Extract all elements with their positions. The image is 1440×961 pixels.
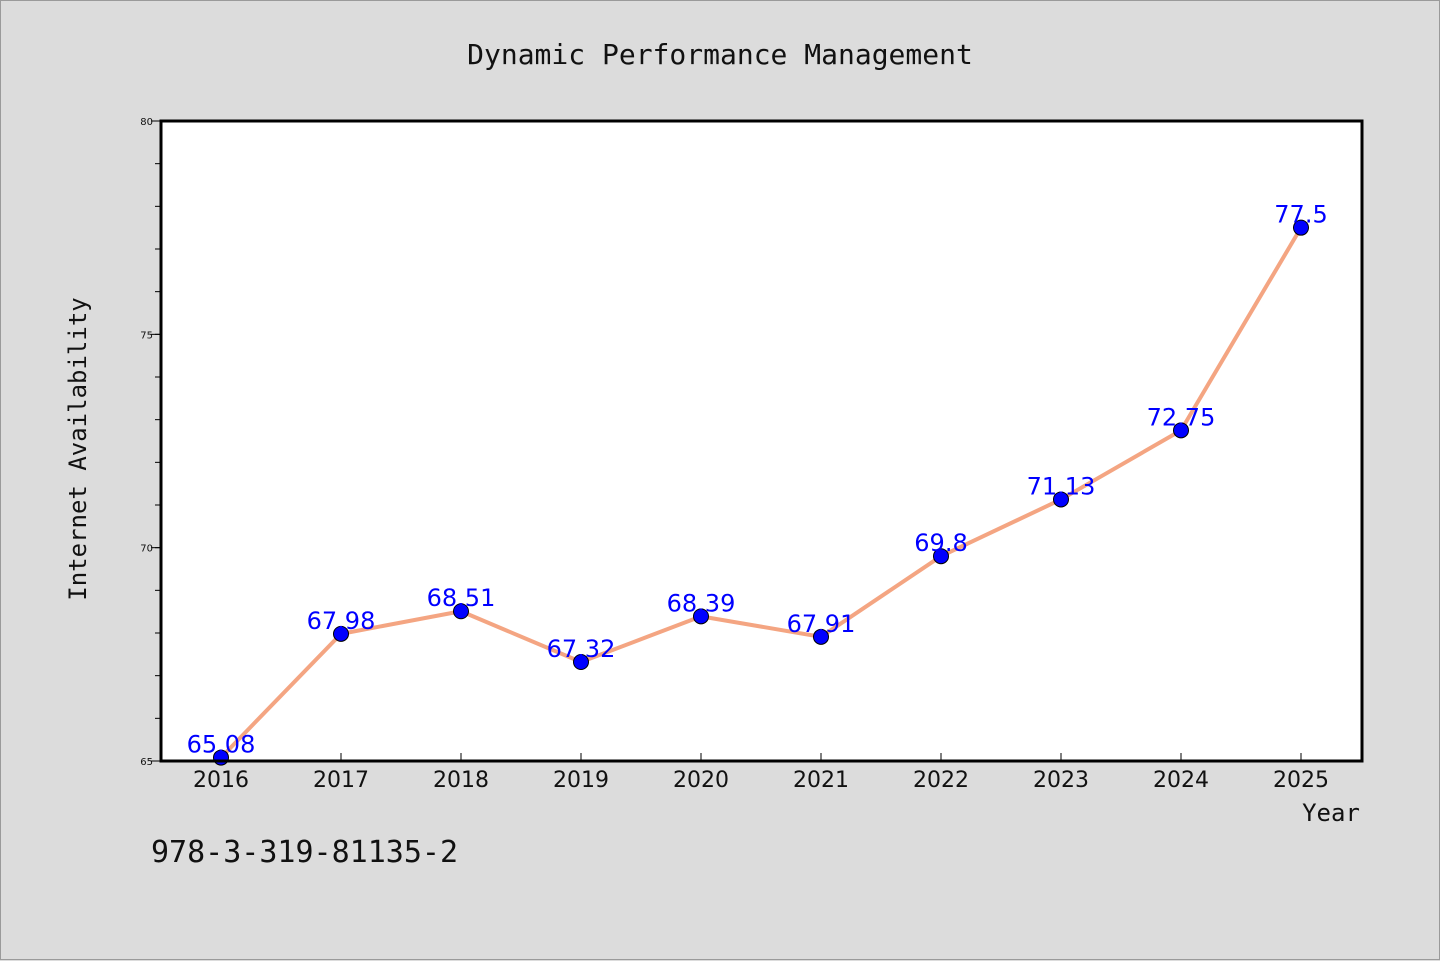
data-label-2025: 77.5 xyxy=(1274,201,1327,229)
data-label-2024: 72.75 xyxy=(1147,403,1216,431)
data-label-2020: 68.39 xyxy=(667,589,736,617)
data-label-2018: 68.51 xyxy=(427,584,496,612)
x-tick-label-2020: 2020 xyxy=(673,768,729,793)
plot-area xyxy=(161,121,1362,761)
x-tick-label-2019: 2019 xyxy=(553,768,609,793)
data-point-2020 xyxy=(693,608,709,625)
x-axis-ticks: 2016 2017 2018 2019 2020 2021 2022 2023 2024 2025 xyxy=(193,753,1329,793)
chart-title: Dynamic Performance Management xyxy=(467,38,973,71)
data-markers xyxy=(213,219,1309,766)
x-tick-label-2023: 2023 xyxy=(1033,768,1089,793)
footer-code: 978-3-319-81135-2 xyxy=(151,835,459,870)
x-tick-label-2021: 2021 xyxy=(793,768,849,793)
data-point-2017 xyxy=(333,625,349,642)
plot-border xyxy=(159,119,1364,763)
data-point-2025 xyxy=(1293,219,1309,236)
y-tick-label-70: 70 xyxy=(140,544,153,555)
data-label-2016: 65.08 xyxy=(187,731,256,759)
data-point-2023 xyxy=(1053,491,1069,508)
y-tick-label-75: 75 xyxy=(140,330,153,341)
data-label-2019: 67.32 xyxy=(547,635,616,663)
x-tick-label-2018: 2018 xyxy=(433,768,489,793)
x-axis-label: Year xyxy=(1302,799,1360,827)
data-point-2022 xyxy=(933,548,949,565)
y-axis-ticks: 65 70 75 80 xyxy=(140,117,161,768)
y-tick-label-65: 65 xyxy=(140,757,153,768)
data-label-2022: 69.8 xyxy=(914,529,967,557)
series-line xyxy=(219,225,1303,760)
data-label-2017: 67.98 xyxy=(307,607,376,635)
data-point-2018 xyxy=(453,603,469,620)
y-axis-label: Internet Availability xyxy=(64,297,92,600)
data-point-2024 xyxy=(1173,422,1189,439)
x-tick-label-2024: 2024 xyxy=(1153,768,1209,793)
data-labels: 65.08 67.98 68.51 67.32 68.39 67.91 69.8 71.13 7… xyxy=(187,201,1328,759)
x-tick-label-2016: 2016 xyxy=(193,768,249,793)
y-tick-label-80: 80 xyxy=(140,117,153,128)
data-label-2023: 71.13 xyxy=(1027,472,1096,500)
data-point-2021 xyxy=(813,628,829,645)
x-tick-label-2017: 2017 xyxy=(313,768,369,793)
x-tick-label-2025: 2025 xyxy=(1273,768,1329,793)
data-point-2019 xyxy=(573,654,589,671)
data-label-2021: 67.91 xyxy=(787,610,856,638)
x-tick-label-2022: 2022 xyxy=(913,768,969,793)
